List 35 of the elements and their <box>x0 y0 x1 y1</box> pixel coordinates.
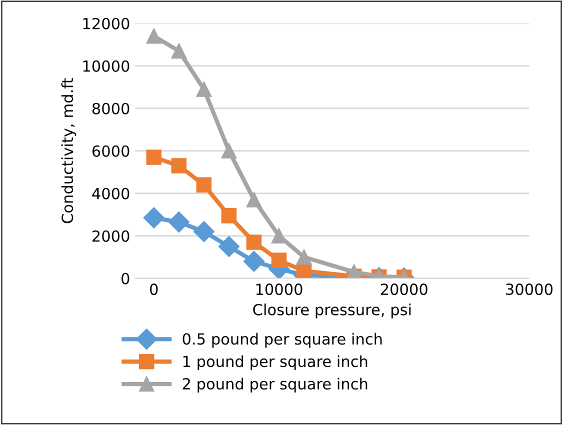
point <box>246 192 262 208</box>
legend-label: 0.5 pound per square inch <box>182 332 382 348</box>
point <box>271 228 287 244</box>
point <box>271 252 287 268</box>
y-tick-label: 6000 <box>92 145 130 157</box>
point <box>196 82 212 97</box>
legend-label: 1 pound per square inch <box>183 355 368 370</box>
x-tick-label: 20000 <box>380 284 428 296</box>
point <box>346 264 362 278</box>
point <box>196 177 212 193</box>
y-tick-label: 2000 <box>92 230 130 242</box>
y-tick-label: 4000 <box>92 188 130 200</box>
x-tick-label: 10000 <box>256 284 302 296</box>
y-tick-label: 0 <box>122 272 130 284</box>
point <box>193 221 214 242</box>
y-axis-title: Conductivity, md.ft <box>61 78 76 224</box>
point <box>168 212 190 233</box>
y-tick-label: 12000 <box>83 18 130 30</box>
point <box>296 249 312 265</box>
point <box>143 207 164 228</box>
y-tick-label: 10000 <box>83 60 130 72</box>
y-tick-label: 8000 <box>92 102 130 114</box>
point <box>218 236 240 258</box>
point <box>221 208 237 224</box>
point <box>243 250 264 272</box>
x-tick-label: 0 <box>150 284 158 296</box>
point <box>146 150 162 165</box>
point <box>171 158 187 174</box>
point <box>146 28 162 44</box>
point <box>246 234 262 250</box>
legend-label: 2 pound per square inch <box>182 378 368 393</box>
x-axis-title: Closure pressure, psi <box>253 304 411 318</box>
x-tick-label: 30000 <box>506 284 553 296</box>
point <box>221 143 237 159</box>
point <box>171 43 187 59</box>
